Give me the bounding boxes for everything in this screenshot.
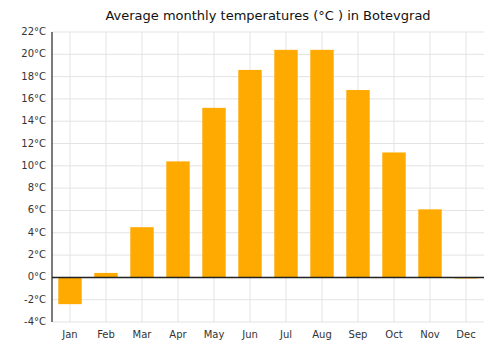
y-tick-label: 12°C <box>21 138 46 149</box>
grid-line-y <box>52 54 484 55</box>
bars <box>58 50 477 304</box>
x-tick-label: Aug <box>312 329 332 340</box>
x-tick-label: Nov <box>420 329 440 340</box>
x-tick-label: Mar <box>133 329 153 340</box>
x-tick-label: Jan <box>61 329 77 340</box>
y-axis-line <box>51 32 52 322</box>
x-tick-label: Feb <box>97 329 115 340</box>
y-tick-label: 0°C <box>28 271 46 282</box>
y-tick-label: 10°C <box>21 160 46 171</box>
grid-line-y <box>52 98 484 99</box>
y-tick-label: -2°C <box>24 294 46 305</box>
grid-line-x <box>430 32 431 322</box>
grid <box>52 32 484 322</box>
bar <box>310 50 333 278</box>
grid-line-y <box>52 299 484 300</box>
y-tick-label: 8°C <box>28 182 46 193</box>
grid-line-y <box>52 32 484 33</box>
chart: -4°C -2°C 0°C 2°C 4°C 6°C 8°C 10°C 12°C 14°C 16°C 1… <box>0 0 500 350</box>
y-tick-label: 18°C <box>21 71 46 82</box>
bar <box>238 70 261 277</box>
x-tick-label: Sep <box>349 329 368 340</box>
bar <box>346 90 369 277</box>
grid-line-x <box>142 32 143 322</box>
title: Average monthly temperatures (°C ) in Bo… <box>105 8 430 23</box>
y-tick-label: 6°C <box>28 204 46 215</box>
bar <box>274 50 297 278</box>
baseline <box>52 277 484 279</box>
grid-line-y <box>52 322 484 323</box>
bar <box>130 227 153 277</box>
grid-line-y <box>52 121 484 122</box>
y-tick-label: 20°C <box>21 48 46 59</box>
grid-line-y <box>52 165 484 166</box>
bar <box>202 108 225 278</box>
y-tick-label: -4°C <box>24 316 46 327</box>
bar <box>166 161 189 277</box>
bar <box>418 209 441 277</box>
bar <box>58 277 81 304</box>
y-tick-label: 14°C <box>21 115 46 126</box>
bar <box>382 152 405 277</box>
grid-line-y <box>52 76 484 77</box>
x-tick-label: Oct <box>385 329 402 340</box>
grid-line-y <box>52 277 484 278</box>
y-tick-label: 16°C <box>21 93 46 104</box>
x-tick-labels: Jan Feb Mar Apr May Jun Jul Aug Sep Oct Nov Dec <box>61 329 475 340</box>
y-tick-label: 22°C <box>21 26 46 37</box>
x-tick-label: May <box>204 329 225 340</box>
grid-line-y <box>52 188 484 189</box>
x-tick-label: Dec <box>456 329 475 340</box>
grid-line-y <box>52 143 484 144</box>
x-tick-label: Apr <box>169 329 187 340</box>
y-tick-label: 2°C <box>28 249 46 260</box>
grid-line-x <box>106 32 107 322</box>
x-tick-label: Jul <box>279 329 292 340</box>
y-tick-label: 4°C <box>28 227 46 238</box>
y-tick-labels: -4°C -2°C 0°C 2°C 4°C 6°C 8°C 10°C 12°C 14°C 16°C 1… <box>21 26 46 327</box>
x-tick-label: Jun <box>241 329 258 340</box>
